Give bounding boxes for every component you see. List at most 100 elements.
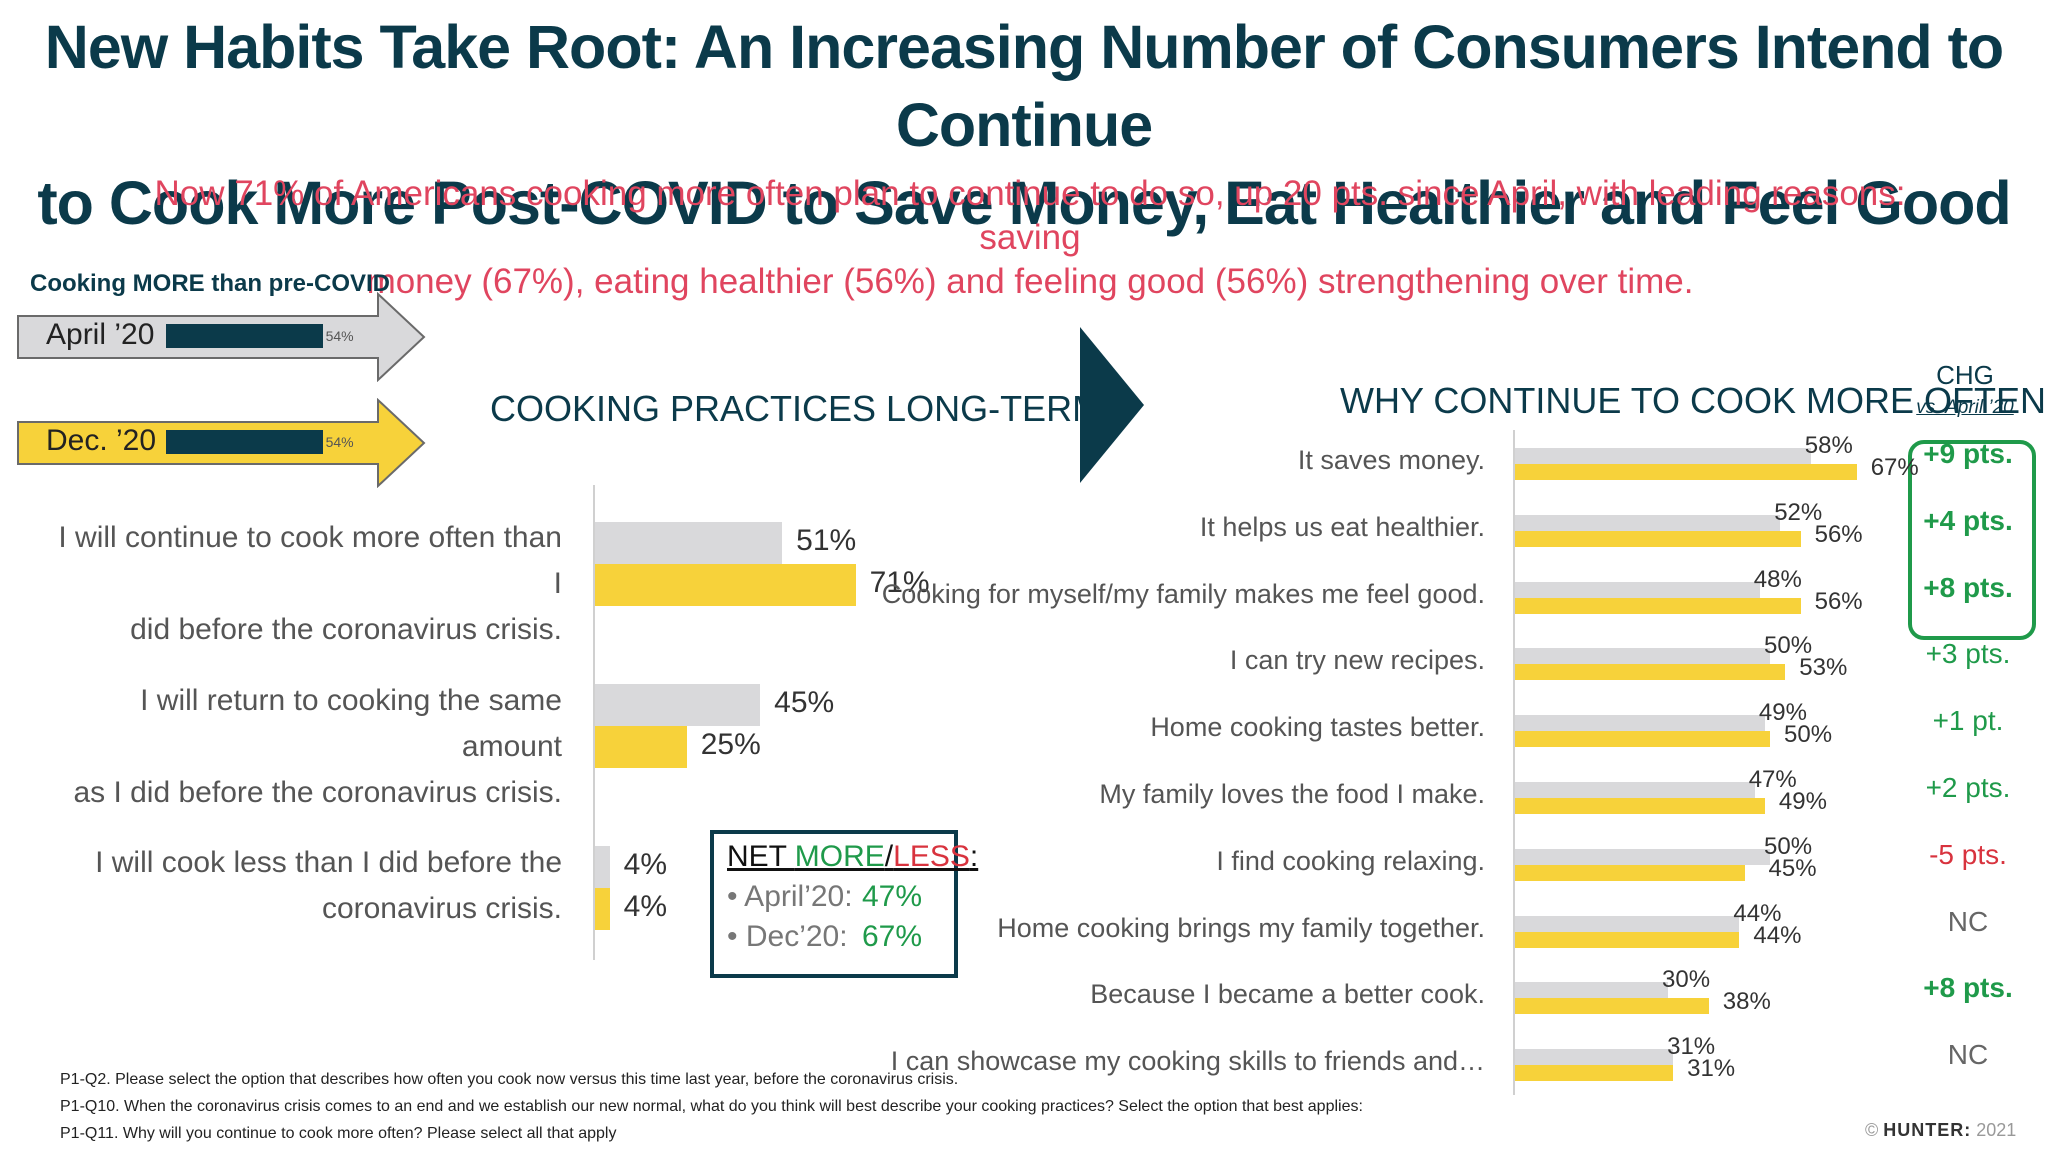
net-colon: : bbox=[969, 840, 979, 873]
right-chart-category-label: Because I became a better cook. bbox=[1090, 979, 1485, 1010]
net-row-label: • Dec’20: bbox=[727, 920, 848, 953]
right-chart-data-label: 56% bbox=[1814, 587, 1863, 615]
right-chart-bar bbox=[1515, 464, 1857, 480]
right-chart-bar bbox=[1515, 530, 1801, 547]
subtitle-line-1: Now 71% of Americans cooking more often … bbox=[154, 174, 1906, 257]
footnote: P1-Q11. Why will you continue to cook mo… bbox=[60, 1125, 617, 1142]
right-chart-data-label: 67% bbox=[1870, 454, 1919, 481]
right-chart-data-label: 50% bbox=[1764, 832, 1813, 860]
left-chart-bar bbox=[595, 888, 610, 930]
right-chart-data-label: 31% bbox=[1667, 1033, 1716, 1061]
page-subtitle: Now 71% of Americans cooking more often … bbox=[150, 172, 1910, 304]
right-chart-category-label: Home cooking brings my family together. bbox=[997, 912, 1485, 943]
right-chart-bar bbox=[1515, 848, 1770, 865]
category-label-line: did before the coronavirus crisis. bbox=[130, 613, 562, 646]
right-chart-data-label: 48% bbox=[1753, 565, 1802, 593]
right-chart-bar bbox=[1515, 915, 1740, 932]
right-chart-bar bbox=[1515, 514, 1781, 531]
right-chart-data-label: 47% bbox=[1748, 766, 1797, 793]
footnote: P1-Q2. Please select the option that des… bbox=[60, 1071, 959, 1088]
net-heading: NET MORE/LESS: bbox=[727, 840, 978, 874]
right-chart-bar bbox=[1515, 1049, 1674, 1066]
title-line-2: to Cook More Post-COVID to Save Money, E… bbox=[37, 169, 2011, 237]
right-chart-data-label: 45% bbox=[1768, 854, 1817, 882]
change-value: +4 pts. bbox=[1923, 504, 2013, 536]
arrow-row-bar bbox=[166, 430, 323, 454]
right-chart-bar bbox=[1515, 597, 1801, 614]
right-chart-data-label: 49% bbox=[1778, 788, 1827, 815]
left-chart-bar bbox=[595, 846, 610, 888]
net-slash: / bbox=[884, 840, 894, 873]
footnote: P1-Q10. When the coronavirus crisis come… bbox=[60, 1098, 1363, 1115]
right-chart-category-label: I find cooking relaxing. bbox=[1216, 845, 1485, 876]
right-chart-axis bbox=[1513, 430, 1515, 1095]
change-value: +1 pt. bbox=[1932, 705, 2004, 737]
net-prefix: NET bbox=[727, 840, 795, 873]
left-chart-data-label: 25% bbox=[700, 728, 761, 761]
net-row-label: • April’20: bbox=[727, 880, 853, 913]
right-chart-data-label: 30% bbox=[1662, 966, 1711, 994]
right-chart-category-label: It helps us eat healthier. bbox=[1199, 511, 1485, 542]
change-value: +8 pts. bbox=[1923, 571, 2013, 603]
change-value: NC bbox=[1947, 905, 1989, 937]
chg-header: CHG bbox=[1936, 360, 1994, 390]
arrow-row-value: 54% bbox=[325, 434, 354, 450]
right-chart-bar bbox=[1515, 1065, 1674, 1082]
arrow-row-label: April ’20 bbox=[46, 318, 155, 351]
left-chart-bar bbox=[595, 522, 783, 564]
change-value: +2 pts. bbox=[1925, 772, 2011, 803]
right-chart-data-label: 50% bbox=[1764, 632, 1813, 660]
brand-logo: © HUNTER: 2021 bbox=[1865, 1120, 2016, 1141]
left-chart-bar bbox=[595, 726, 687, 768]
left-chart-category-label: I will return to cooking the same amount… bbox=[42, 678, 562, 816]
left-chart-title: COOKING PRACTICES LONG-TERM bbox=[490, 388, 1103, 429]
brand-year: 2021 bbox=[1971, 1120, 2017, 1140]
brand-name: HUNTER: bbox=[1883, 1120, 1972, 1140]
right-chart-bar bbox=[1515, 731, 1770, 748]
category-label-line: as I did before the coronavirus crisis. bbox=[73, 776, 562, 809]
right-chart-bar bbox=[1515, 581, 1760, 598]
right-chart-category-label: My family loves the food I make. bbox=[1099, 779, 1485, 809]
left-chart-data-label: 51% bbox=[796, 524, 857, 557]
category-label-line: I will continue to cook more often than … bbox=[58, 521, 562, 600]
net-more-less-box bbox=[710, 830, 958, 978]
right-chart-bar bbox=[1515, 982, 1668, 999]
top-change-highlight bbox=[1908, 440, 2036, 640]
category-label-line: I will return to cooking the same amount bbox=[140, 684, 562, 763]
chg-subheader: vs. April ’20 bbox=[1916, 397, 2014, 418]
arrow-row-bar bbox=[166, 324, 323, 348]
title-line-1: New Habits Take Root: An Increasing Numb… bbox=[44, 13, 2004, 159]
left-chart-category-label: I will cook less than I did before the co… bbox=[42, 840, 562, 932]
right-chart-data-label: 58% bbox=[1804, 432, 1853, 459]
right-chart-data-label: 53% bbox=[1799, 654, 1848, 682]
right-chart-bar bbox=[1515, 864, 1745, 881]
arrow-row-label: Dec. ’20 bbox=[46, 424, 157, 457]
right-chart-data-label: 50% bbox=[1784, 721, 1833, 749]
arrow-row-value: 54% bbox=[325, 328, 354, 344]
right-chart-bar bbox=[1515, 715, 1765, 732]
right-chart-title: WHY CONTINUE TO COOK MORE OFTEN bbox=[1340, 380, 2047, 421]
category-label-line: coronavirus crisis. bbox=[321, 892, 562, 925]
right-chart-category-label: It saves money. bbox=[1297, 445, 1485, 475]
right-chart-bar bbox=[1515, 931, 1740, 948]
right-chart-data-label: 31% bbox=[1687, 1055, 1736, 1083]
cooking-more-label: Cooking MORE than pre-COVID bbox=[30, 270, 390, 297]
right-chart-data-label: 44% bbox=[1753, 921, 1802, 949]
copyright: © bbox=[1865, 1120, 1884, 1140]
right-chart-bar bbox=[1515, 998, 1709, 1015]
section-arrow-icon bbox=[1080, 327, 1144, 483]
change-value: +3 pts. bbox=[1925, 638, 2011, 670]
change-value: +9 pts. bbox=[1923, 438, 2013, 469]
category-label-line: I will cook less than I did before the bbox=[95, 846, 562, 879]
left-chart-bar bbox=[595, 564, 856, 606]
right-chart-category-label: I can showcase my cooking skills to frie… bbox=[890, 1046, 1485, 1077]
left-chart-data-label: 71% bbox=[869, 566, 930, 599]
right-chart-bar bbox=[1515, 448, 1811, 464]
subtitle-line-2: money (67%), eating healthier (56%) and … bbox=[366, 262, 1694, 301]
right-chart-category-label: Cooking for myself/my family makes me fe… bbox=[881, 578, 1485, 609]
right-chart-data-label: 49% bbox=[1758, 699, 1807, 727]
net-row-value: 47% bbox=[862, 880, 923, 913]
left-chart-category-label: I will continue to cook more often than … bbox=[42, 515, 562, 653]
right-chart-data-label: 56% bbox=[1814, 520, 1863, 548]
change-value: -5 pts. bbox=[1929, 838, 2007, 870]
